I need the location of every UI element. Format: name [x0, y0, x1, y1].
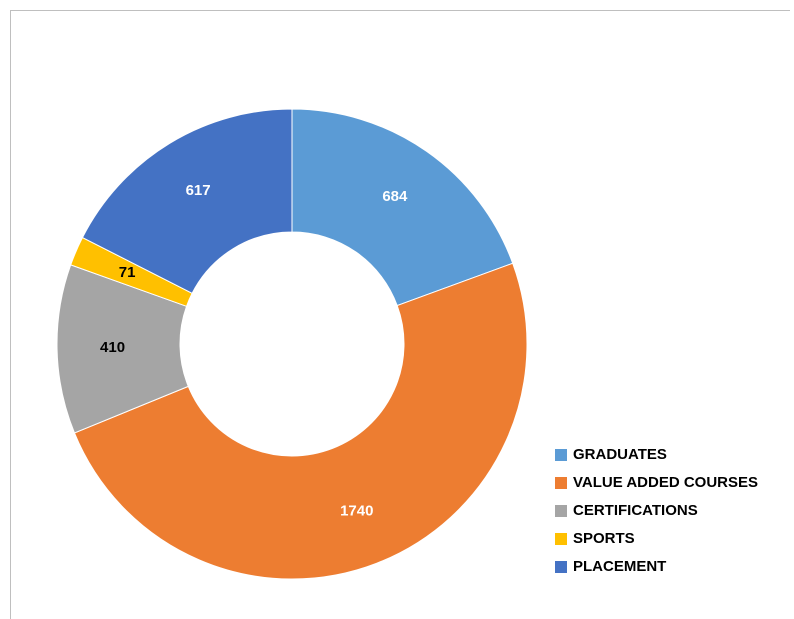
legend-swatch	[555, 477, 567, 489]
data-label: 684	[382, 188, 408, 205]
donut-segment	[81, 108, 293, 294]
chart-frame	[10, 10, 790, 619]
legend-label: CERTIFICATIONS	[573, 502, 698, 519]
legend-label: SPORTS	[573, 530, 635, 547]
data-label: 410	[100, 339, 125, 356]
legend-label: PLACEMENT	[573, 558, 666, 575]
data-label: 1740	[340, 502, 373, 519]
donut-segment	[73, 262, 528, 580]
data-label: 71	[119, 264, 136, 281]
legend-label: VALUE ADDED COURSES	[573, 474, 758, 491]
legend-swatch	[555, 533, 567, 545]
legend-swatch	[555, 561, 567, 573]
legend-swatch	[555, 505, 567, 517]
donut-segment	[291, 108, 514, 307]
legend-swatch	[555, 449, 567, 461]
legend-label: GRADUATES	[573, 446, 667, 463]
data-label: 617	[186, 182, 211, 199]
